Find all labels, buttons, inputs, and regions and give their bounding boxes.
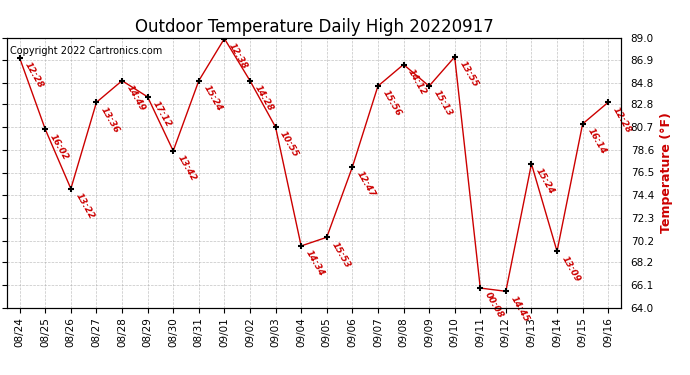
Text: 13:22: 13:22 [74,192,96,221]
Text: Copyright 2022 Cartronics.com: Copyright 2022 Cartronics.com [10,46,162,56]
Text: 16:02: 16:02 [48,132,70,161]
Text: 13:36: 13:36 [99,105,121,134]
Text: 14:28: 14:28 [253,84,275,113]
Text: 13:42: 13:42 [176,154,198,183]
Text: 15:56: 15:56 [381,89,403,118]
Text: 12:28: 12:28 [611,105,633,134]
Text: 13:55: 13:55 [457,60,480,89]
Text: 12:47: 12:47 [355,170,377,199]
Text: 10:55: 10:55 [278,130,300,159]
Text: 16:14: 16:14 [585,127,607,156]
Text: 14:34: 14:34 [304,249,326,278]
Text: 14:45: 14:45 [509,294,531,323]
Text: 15:13: 15:13 [432,89,454,118]
Text: 14:12: 14:12 [406,67,428,97]
Text: 15:53: 15:53 [330,240,352,269]
Title: Outdoor Temperature Daily High 20220917: Outdoor Temperature Daily High 20220917 [135,18,493,36]
Text: 12:28: 12:28 [23,61,45,90]
Text: 14:49: 14:49 [125,84,147,113]
Text: 17:12: 17:12 [150,100,172,129]
Text: 15:24: 15:24 [534,166,556,196]
Text: 15:24: 15:24 [201,84,224,113]
Text: 00:08: 00:08 [483,291,505,320]
Text: 13:09: 13:09 [560,254,582,284]
Y-axis label: Temperature (°F): Temperature (°F) [660,112,673,233]
Text: 12:38: 12:38 [227,41,249,70]
